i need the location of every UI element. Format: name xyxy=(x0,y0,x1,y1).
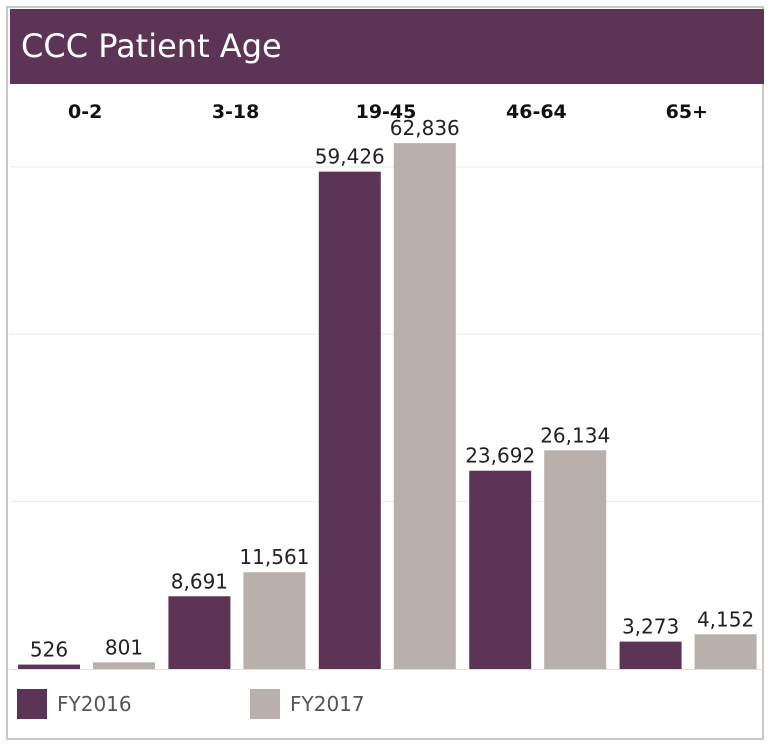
value-label-fy2017-3: 26,134 xyxy=(540,423,610,447)
value-label-fy2017-4: 4,152 xyxy=(697,607,754,631)
value-label-fy2016-0: 526 xyxy=(30,638,68,662)
bar-fy2016-1 xyxy=(168,596,231,669)
value-label-fy2016-1: 8,691 xyxy=(171,569,228,593)
legend-label-fy2016: FY2016 xyxy=(57,692,132,716)
bar-fy2016-2 xyxy=(318,171,381,669)
category-label-2: 19-45 xyxy=(356,101,417,123)
bar-fy2016-4 xyxy=(619,641,682,669)
value-label-fy2016-3: 23,692 xyxy=(465,444,535,468)
category-label-4: 65+ xyxy=(666,101,708,123)
legend-item-fy2016: FY2016 xyxy=(17,688,132,720)
category-label-3: 46-64 xyxy=(506,101,567,123)
bar-fy2017-4 xyxy=(694,634,757,669)
category-label-1: 3-18 xyxy=(212,101,260,123)
category-label-0: 0-2 xyxy=(68,101,102,123)
title-bar: CCC Patient Age xyxy=(10,9,764,84)
chart-frame xyxy=(6,6,764,740)
bar-fy2017-3 xyxy=(544,450,607,669)
bar-fy2017-2 xyxy=(393,143,456,669)
legend-label-fy2017: FY2017 xyxy=(290,692,365,716)
value-label-fy2017-2: 62,836 xyxy=(390,116,460,140)
chart-title: CCC Patient Age xyxy=(21,27,282,65)
bar-fy2016-0 xyxy=(18,664,80,669)
bar-fy2016-3 xyxy=(469,470,532,669)
bar-fy2017-1 xyxy=(243,572,306,669)
value-label-fy2016-2: 59,426 xyxy=(315,145,385,169)
value-label-fy2017-1: 11,561 xyxy=(239,545,309,569)
value-label-fy2017-0: 801 xyxy=(105,635,143,659)
legend-swatch-fy2016 xyxy=(17,689,47,719)
legend-swatch-fy2017 xyxy=(250,689,280,719)
value-label-fy2016-4: 3,273 xyxy=(622,615,679,639)
legend-item-fy2017: FY2017 xyxy=(250,688,365,720)
bar-fy2017-0 xyxy=(93,662,155,669)
